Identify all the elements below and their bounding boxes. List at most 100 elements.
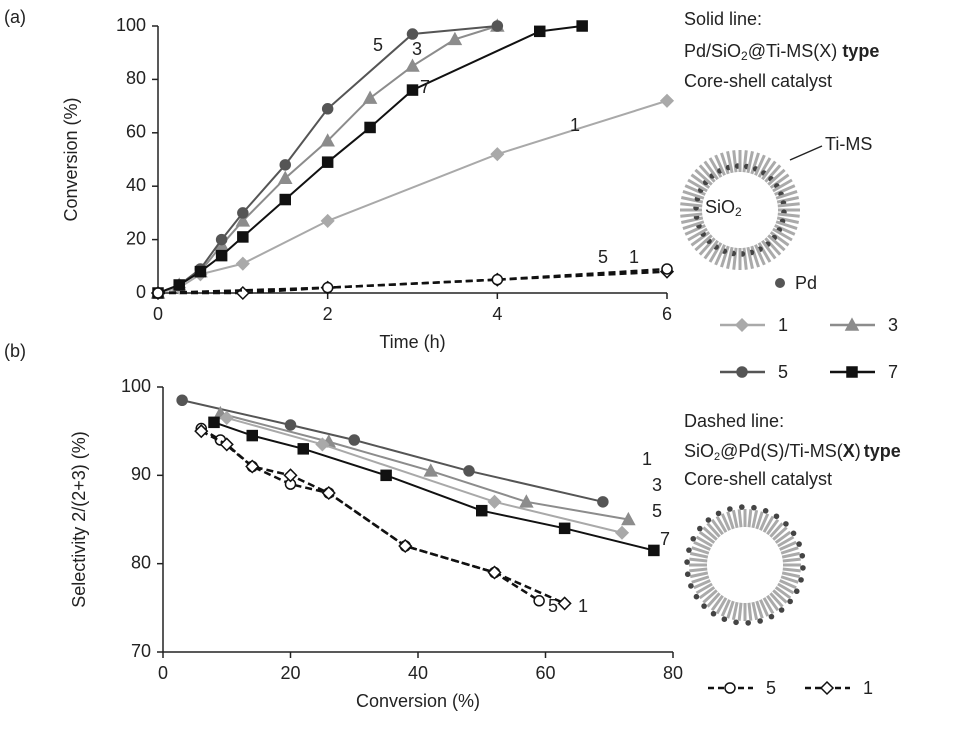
- pore: [755, 600, 764, 619]
- marker: [320, 133, 335, 147]
- marker: [447, 31, 463, 46]
- pore: [703, 239, 719, 260]
- pd-particle: [684, 559, 690, 565]
- panel-label: (b): [4, 341, 26, 361]
- pore: [772, 589, 788, 604]
- marker: [297, 443, 309, 455]
- y-tick-label: 100: [116, 15, 146, 35]
- pore: [689, 567, 708, 573]
- pore: [687, 178, 708, 193]
- pore: [680, 212, 703, 218]
- pore: [775, 190, 798, 200]
- y-tick-label: 40: [126, 175, 146, 195]
- marker: [283, 468, 298, 483]
- pore: [693, 540, 711, 551]
- pd-particle: [796, 541, 802, 547]
- marker: [215, 233, 228, 246]
- series-line: [213, 421, 655, 552]
- legend-marker: [736, 366, 748, 378]
- marker: [321, 485, 336, 501]
- pore: [777, 212, 800, 218]
- pore: [767, 168, 786, 186]
- pd-particle: [757, 618, 763, 624]
- marker: [405, 58, 420, 72]
- marker: [173, 279, 185, 291]
- y-axis-label: Selectivity 2/(2+3) (%): [69, 431, 89, 608]
- x-tick-label: 4: [492, 304, 502, 324]
- pd-particle: [751, 504, 757, 511]
- legend-marker: [846, 366, 858, 378]
- pore: [777, 582, 795, 595]
- marker: [235, 285, 250, 301]
- marker: [491, 20, 504, 32]
- marker: [491, 273, 504, 286]
- marker: [406, 28, 419, 40]
- pore: [774, 586, 792, 600]
- pore: [775, 220, 798, 230]
- pore: [726, 511, 735, 530]
- pore: [684, 184, 706, 196]
- pd-particle: [690, 535, 697, 542]
- marker: [423, 463, 439, 477]
- series-label: 5: [373, 35, 383, 55]
- marker: [235, 256, 250, 271]
- marker: [533, 595, 545, 607]
- pore: [747, 602, 753, 621]
- pore: [720, 152, 730, 175]
- pore: [689, 557, 708, 563]
- legend-label: 3: [888, 315, 898, 335]
- pore: [706, 592, 721, 608]
- pd-particle: [739, 504, 745, 510]
- pore: [762, 515, 775, 533]
- pore: [726, 600, 735, 619]
- series-label: 5: [598, 247, 608, 267]
- marker: [284, 419, 297, 431]
- pore: [726, 246, 734, 270]
- pore: [690, 231, 711, 247]
- pore: [764, 164, 782, 183]
- marker: [219, 410, 234, 425]
- legend-marker: [734, 317, 750, 333]
- marker: [576, 20, 588, 32]
- pore: [777, 202, 800, 208]
- pore: [746, 246, 754, 270]
- series-label: 1: [578, 596, 588, 616]
- x-tick-label: 2: [323, 304, 333, 324]
- y-axis-label: Conversion (%): [61, 97, 81, 221]
- series-label: 1: [570, 115, 580, 135]
- series-line: [157, 99, 668, 294]
- y-tick-label: 80: [126, 68, 146, 88]
- pd-particle: [705, 517, 712, 523]
- pore: [757, 242, 772, 263]
- pore: [720, 599, 731, 617]
- marker: [321, 281, 334, 294]
- pd-particle: [793, 588, 800, 595]
- pore: [782, 557, 801, 563]
- marker: [320, 213, 335, 228]
- pore: [689, 571, 709, 579]
- marker: [348, 434, 360, 446]
- pd-particle: [762, 508, 769, 514]
- pore: [690, 173, 711, 189]
- marker: [519, 494, 534, 508]
- pore: [720, 245, 730, 268]
- legend-marker: [844, 317, 860, 331]
- x-tick-label: 80: [663, 663, 683, 683]
- pd-particle: [787, 598, 793, 605]
- marker: [661, 263, 673, 275]
- series-label: 5: [548, 596, 558, 616]
- pore: [769, 522, 784, 538]
- pore: [703, 160, 719, 181]
- pore: [702, 526, 718, 541]
- pore: [687, 227, 708, 242]
- marker: [219, 437, 234, 452]
- pore: [751, 509, 759, 529]
- solid-caption: Core-shell catalyst: [684, 71, 832, 91]
- pore: [695, 535, 713, 548]
- pore: [694, 234, 713, 252]
- panel-label: (a): [4, 7, 26, 27]
- x-tick-label: 40: [408, 663, 428, 683]
- pore: [732, 150, 738, 173]
- pd-particle: [768, 613, 775, 620]
